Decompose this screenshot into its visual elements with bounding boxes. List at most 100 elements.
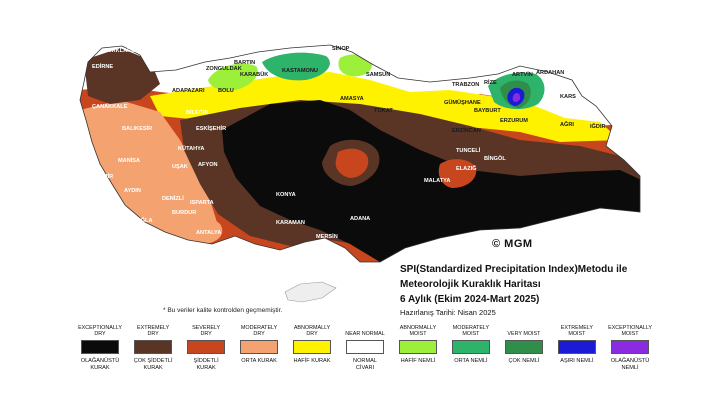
northwest-extreme-dry (84, 48, 160, 104)
legend-item-moderately-moist: MODERATELY MOIST ORTA NEMLİ (451, 324, 491, 371)
city-label: ARTVİN (512, 71, 533, 78)
city-label: AMASYA (340, 96, 364, 102)
legend-item-extremely-dry: EXTREMELY DRY ÇOK ŞİDDETLİ KURAK (133, 324, 173, 371)
legend-item-exceptionally-moist: EXCEPTIONALLY MOIST OLAĞANÜSTÜ NEMLİ (608, 324, 653, 371)
city-label: ADAPAZARI (172, 88, 205, 94)
legend-swatch (611, 340, 650, 354)
city-label: BALIKESİR (122, 125, 152, 132)
legend-en-label: VERY MOIST (507, 330, 541, 337)
malatya-severe-dry-island (438, 159, 477, 188)
sinop-abnormal-moist (338, 54, 373, 77)
city-label: TRABZON (452, 82, 479, 88)
legend-swatch (293, 340, 332, 354)
city-label: BİLECİK (186, 109, 208, 116)
legend-tr-label: AŞIRI NEMLİ (560, 358, 594, 364)
legend-swatch (134, 340, 173, 354)
zonguldak-abnormal-moist (208, 63, 258, 91)
city-label: DENİZLİ (162, 195, 184, 202)
city-label: UŞAK (172, 164, 188, 170)
legend-item-abnormally-dry: ABNORMALLY DRY HAFİF KURAK (292, 324, 332, 371)
legend-tr-label: OLAĞANÜSTÜ NEMLİ (610, 358, 650, 371)
city-label: GÜMÜŞHANE (444, 99, 481, 106)
legend-tr-label: ORTA NEMLİ (454, 358, 488, 364)
north-abnormally-dry (150, 72, 620, 142)
legend-swatch (504, 340, 543, 354)
legend-item-very-moist: VERY MOIST ÇOK NEMLİ (504, 324, 544, 371)
kastamonu-moderate-moist (262, 52, 330, 81)
city-label: ZONGULDAK (206, 66, 242, 72)
city-label: BİNGÖL (484, 155, 506, 162)
legend-en-label: EXCEPTIONALLY DRY (78, 324, 123, 337)
city-label: MERSİN (316, 233, 338, 240)
city-label: AĞRI (560, 120, 574, 128)
city-label: EDİRNE (92, 63, 113, 70)
legend-en-label: SEVERELY DRY (192, 324, 221, 337)
legend-en-label: EXTREMELY DRY (137, 324, 170, 337)
prepared-date: Hazırlanış Tarihi: Nisan 2025 (400, 308, 496, 317)
legend-tr-label: OLAĞANÜSTÜ KURAK (80, 358, 120, 371)
legend-item-extremely-moist: EXTREMELY MOIST AŞIRI NEMLİ (557, 324, 597, 371)
legend-item-moderately-dry: MODERATELY DRY ORTA KURAK (239, 324, 279, 371)
legend-item-near-normal: NEAR NORMAL NORMAL CİVARI (345, 324, 385, 371)
turkey-map-layers (80, 45, 640, 262)
quality-note: * Bu veriler kalite kontrolden geçmemişt… (163, 307, 283, 314)
city-label: MALATYA (424, 178, 450, 184)
turkey-outline (79, 44, 641, 263)
legend-en-label: EXTREMELY MOIST (560, 324, 594, 337)
legend-en-label: NEAR NORMAL (345, 330, 385, 337)
city-labels: KIRKLARELİ EDİRNE ÇANAKKALE BALIKESİR Bİ… (92, 45, 606, 240)
legend-tr-label: NORMAL CİVARI (353, 358, 377, 371)
legend-tr-label: ÇOK ŞİDDETLİ KURAK (133, 358, 173, 371)
legend-item-abnormally-moist: ABNORMALLY MOIST HAFİF NEMLİ (398, 324, 438, 371)
city-label: ELAZIĞ (456, 164, 477, 172)
city-label: KARABÜK (240, 71, 268, 78)
title-line-2: Meteorolojik Kuraklık Haritası (400, 279, 541, 290)
city-label: ÇANAKKALE (92, 104, 128, 110)
konya-severe-dry-island (335, 148, 369, 178)
legend: EXCEPTIONALLY DRY OLAĞANÜSTÜ KURAK EXTRE… (78, 324, 653, 371)
mgm-logo-text: © MGM (492, 238, 533, 250)
city-label: KÜTAHYA (178, 145, 204, 152)
legend-swatch (451, 340, 490, 354)
legend-tr-label: ŞİDDETLİ KURAK (193, 358, 219, 371)
artvin-exceptional-moist (512, 93, 521, 102)
city-label: ERZİNCAN (452, 127, 481, 134)
legend-en-label: MODERATELY DRY (240, 324, 278, 337)
legend-en-label: ABNORMALLY DRY (293, 324, 331, 337)
legend-swatch (346, 340, 384, 354)
city-label: ANTALYA (196, 230, 221, 236)
city-label: RİZE (484, 79, 497, 86)
legend-tr-label: HAFİF NEMLİ (400, 358, 436, 364)
cyprus-island (284, 281, 337, 303)
city-label: AYDIN (124, 188, 141, 194)
city-label: BARTIN (234, 60, 255, 66)
map-title-block: SPI(Standardized Precipitation Index)Met… (400, 262, 700, 317)
legend-item-severely-dry: SEVERELY DRY ŞİDDETLİ KURAK (186, 324, 226, 371)
city-label: BURDUR (172, 210, 196, 216)
legend-swatch (240, 340, 279, 354)
city-label: AFYON (198, 162, 218, 168)
city-label: ISPARTA (190, 200, 214, 206)
city-label: BOLU (218, 88, 234, 94)
city-label: KASTAMONU (282, 68, 318, 74)
city-label: İZMİR (98, 173, 113, 180)
city-label: SİNOP (332, 45, 350, 52)
city-label: KONYA (276, 192, 296, 198)
legend-swatch (557, 340, 596, 354)
central-exceptional-dry (222, 100, 640, 262)
legend-tr-label: ORTA KURAK (241, 358, 277, 364)
legend-en-label: EXCEPTIONALLY MOIST (608, 324, 653, 337)
city-label: KIRKLARELİ (106, 47, 140, 54)
city-label: MUĞLA (132, 216, 153, 224)
city-label: SAMSUN (366, 72, 390, 78)
legend-swatch (398, 340, 437, 354)
city-label: IĞDIR (590, 122, 606, 130)
title-line-1: SPI(Standardized Precipitation Index)Met… (400, 264, 628, 275)
legend-swatch (187, 340, 226, 354)
legend-swatch (81, 340, 119, 354)
legend-en-label: MODERATELY MOIST (452, 324, 490, 337)
legend-en-label: ABNORMALLY MOIST (399, 324, 437, 337)
city-label: TOKAT (374, 108, 393, 114)
city-label: KARS (560, 94, 576, 100)
